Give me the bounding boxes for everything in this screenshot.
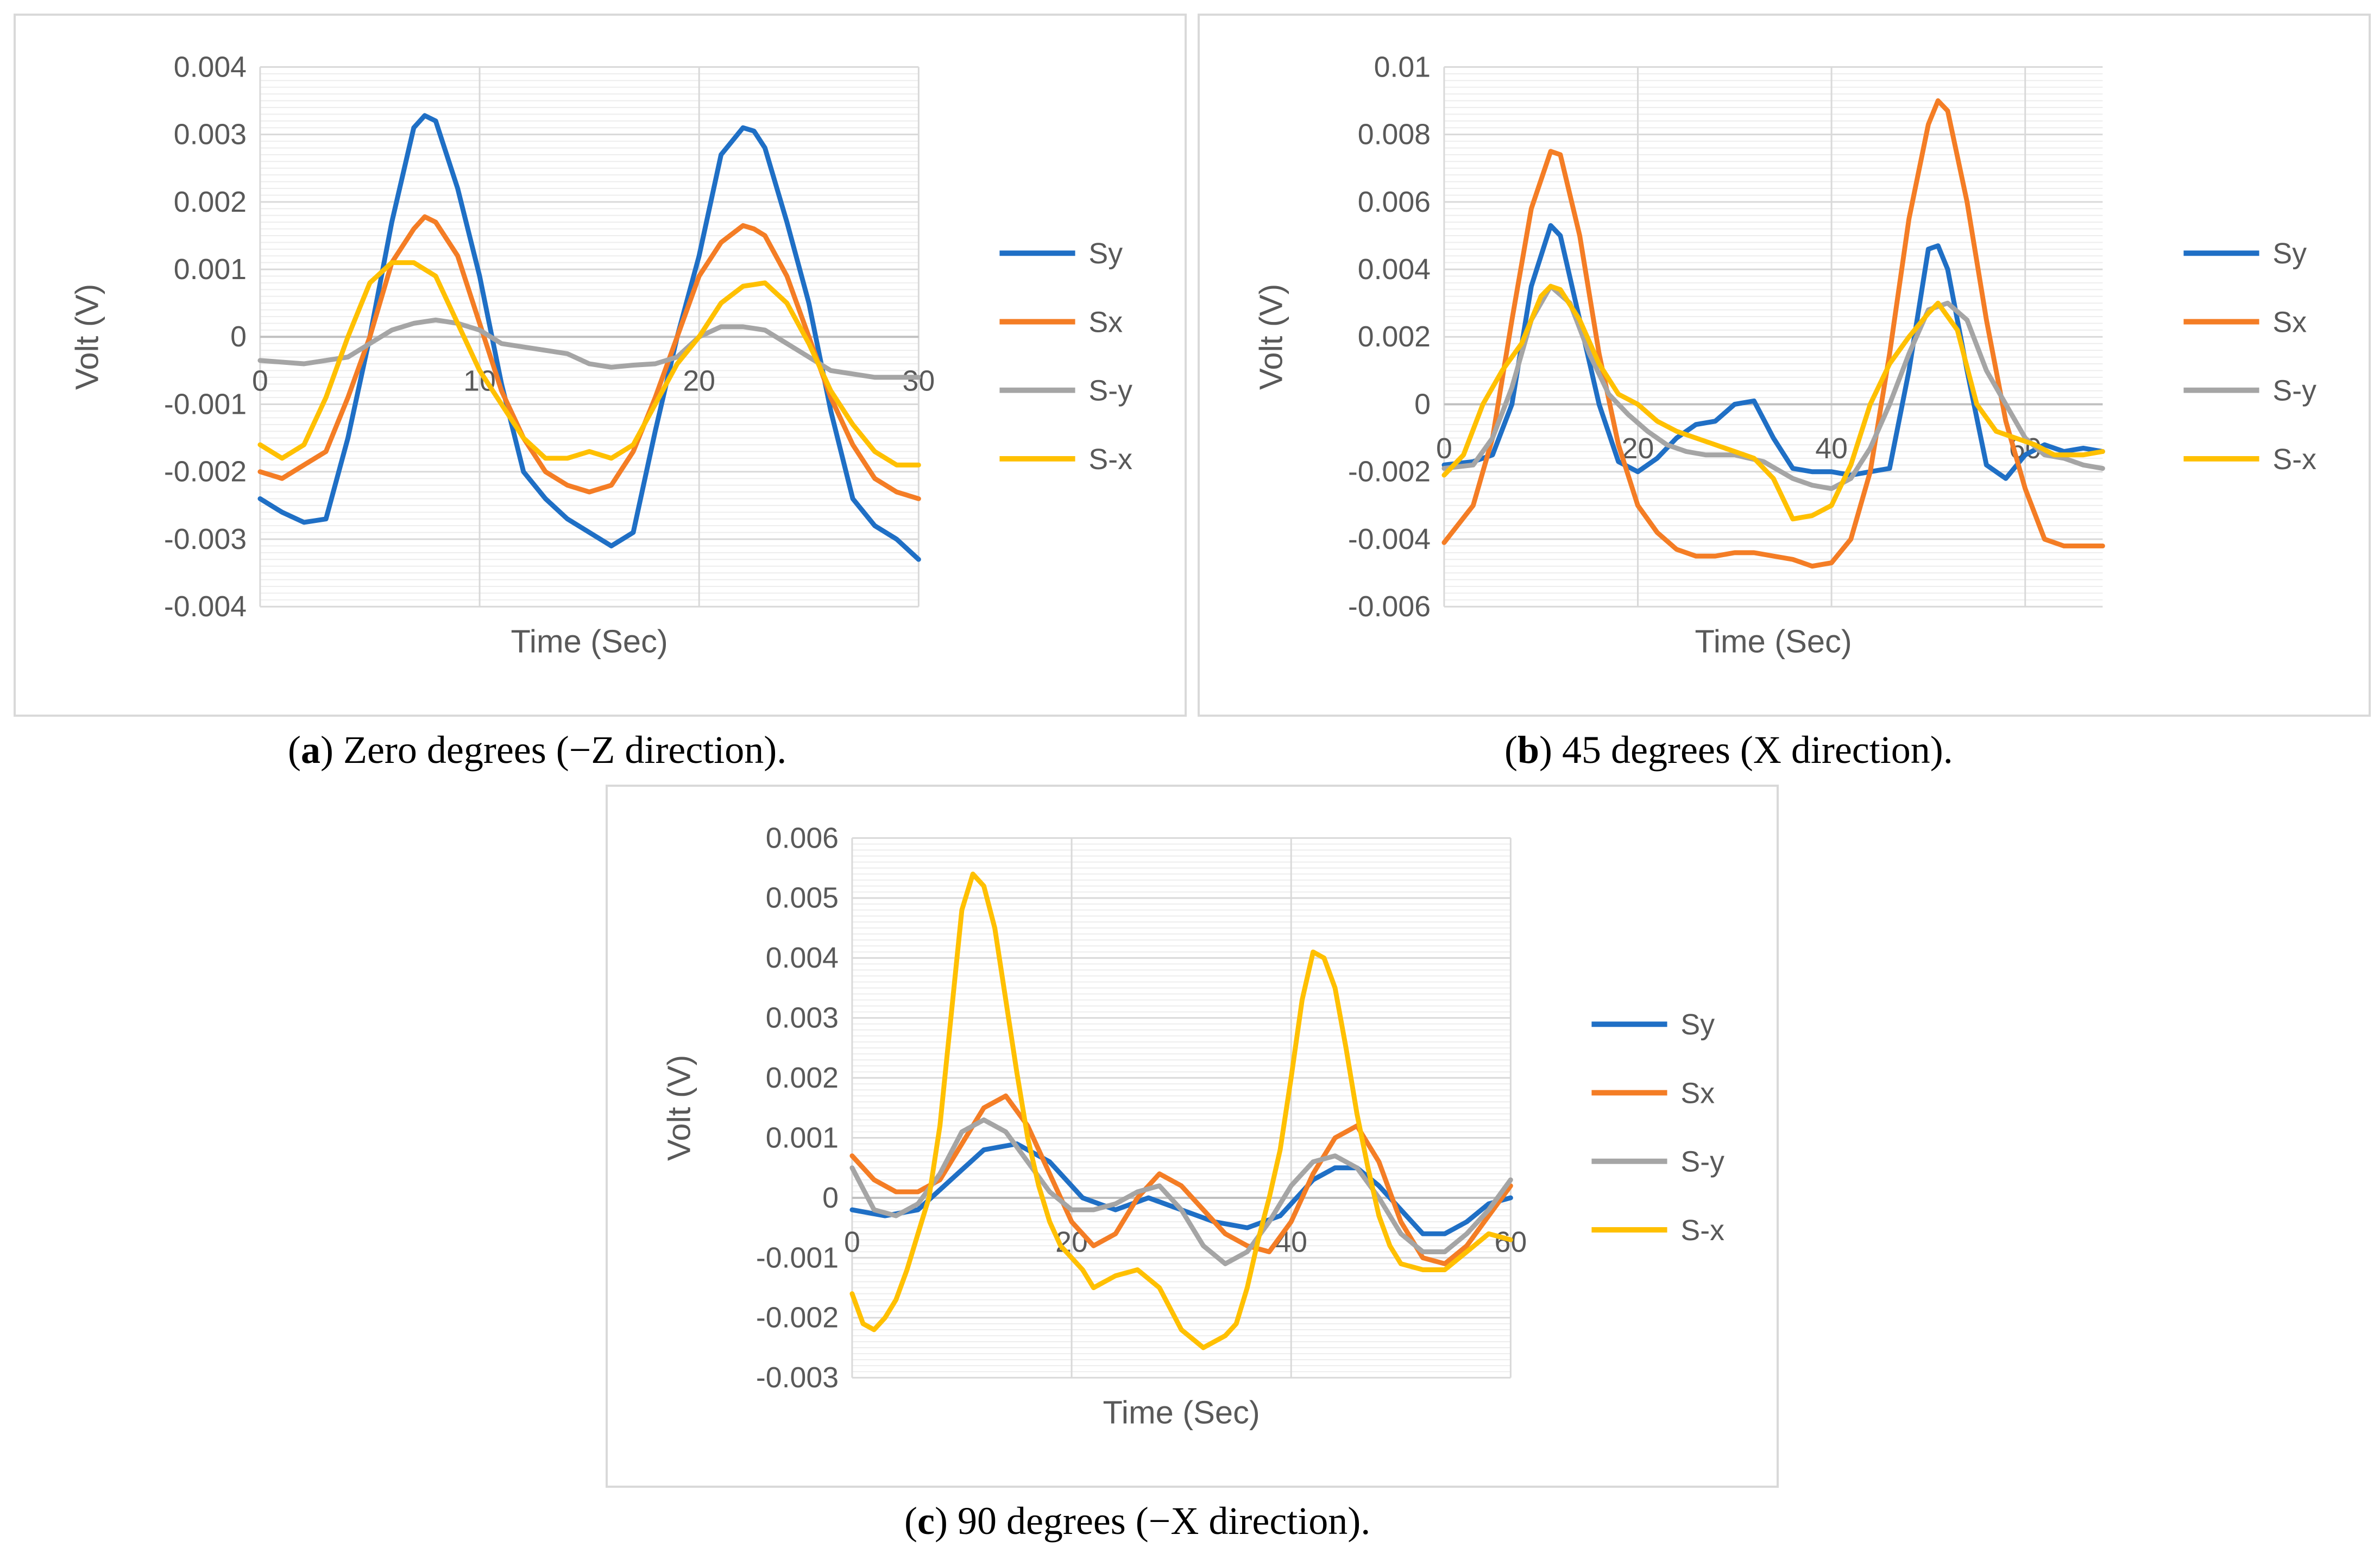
y-tick-label: -0.002: [1348, 456, 1431, 488]
legend-label-S-y: S-y: [1088, 375, 1132, 407]
series-line-S-x: [1441, 283, 2105, 522]
legend-label-S-x: S-x: [1088, 443, 1132, 476]
series-line-S-x: [849, 871, 1513, 1350]
series-line-Sx: [1441, 98, 2105, 569]
caption-c-text: 90 degrees (−X direction).: [957, 1499, 1371, 1543]
y-tick-label: 0.003: [766, 1002, 839, 1034]
legend-label-Sx: Sx: [1680, 1077, 1715, 1109]
caption-a-label: a: [300, 728, 320, 772]
legend-label-Sx: Sx: [1088, 306, 1123, 338]
chart-b-svg: -0.006-0.004-0.00200.0020.0040.0060.0080…: [1253, 50, 2316, 660]
chart-c-svg: -0.003-0.002-0.00100.0010.0020.0030.0040…: [661, 822, 1724, 1431]
y-tick-label: 0.004: [174, 50, 247, 83]
chart-a-svg: -0.004-0.003-0.002-0.00100.0010.0020.003…: [69, 50, 1132, 660]
y-tick-label: 0.004: [766, 942, 839, 974]
y-tick-label: 0.006: [766, 822, 839, 854]
series-line-S-y: [1441, 283, 2105, 491]
legend-label-S-y: S-y: [1680, 1146, 1724, 1178]
y-tick-label: -0.006: [1348, 590, 1431, 623]
y-tick-label: 0.002: [766, 1062, 839, 1094]
x-tick-label: 40: [1815, 432, 1848, 465]
y-tick-label: -0.003: [756, 1361, 839, 1394]
y-tick-label: 0.01: [1374, 50, 1431, 83]
y-tick-label: -0.001: [164, 388, 247, 420]
chart-panel-a: -0.004 -0.003 -0.002 -0.001 0 0.001 0.002 0.003…: [14, 14, 1187, 717]
x-axis-title: Time (Sec): [511, 623, 668, 660]
legend-label-S-y: S-y: [2272, 375, 2316, 407]
y-tick-label: -0.003: [164, 523, 247, 555]
y-tick-label: 0.008: [1358, 118, 1431, 151]
y-tick-label: 0.001: [766, 1121, 839, 1154]
caption-c-label: c: [917, 1499, 935, 1543]
y-tick-label: -0.004: [1348, 523, 1431, 555]
legend-label-S-x: S-x: [1680, 1214, 1724, 1247]
legend-label-Sx: Sx: [2272, 306, 2307, 338]
series-line-Sx: [257, 214, 921, 501]
y-tick-label: 0.002: [174, 186, 247, 218]
y-axis-title: Volt (V): [661, 1055, 697, 1161]
y-axis-title: Volt (V): [69, 284, 105, 390]
y-tick-label: -0.004: [164, 590, 247, 623]
x-tick-label: 40: [1275, 1226, 1307, 1258]
series-line-S-y: [849, 1117, 1513, 1266]
y-tick-label: -0.001: [756, 1241, 839, 1274]
x-tick-label: 0: [844, 1226, 860, 1258]
y-tick-label: 0.002: [1358, 320, 1431, 353]
x-tick-label: 30: [903, 365, 935, 397]
caption-a-text: Zero degrees (−Z direction).: [343, 728, 787, 772]
y-tick-label: 0: [822, 1182, 839, 1214]
series-line-Sy: [1441, 223, 2105, 481]
legend-label-Sy: Sy: [1680, 1008, 1715, 1041]
chart-panel-b: -0.006 -0.004 -0.002 0 0.002 0.004 0.006 0.008 0…: [1198, 14, 2371, 717]
legend-label-S-x: S-x: [2272, 443, 2316, 476]
legend-label-Sy: Sy: [1088, 237, 1123, 270]
x-tick-label: 0: [1436, 432, 1452, 465]
y-tick-label: 0: [230, 320, 247, 353]
series-line-Sx: [849, 1093, 1513, 1266]
x-axis-title: Time (Sec): [1103, 1394, 1260, 1431]
caption-b-label: b: [1517, 728, 1540, 772]
x-tick-label: 0: [252, 365, 268, 397]
y-tick-label: 0.006: [1358, 186, 1431, 218]
series-line-S-x: [257, 260, 921, 468]
y-tick-label: 0.004: [1358, 253, 1431, 286]
y-tick-label: -0.002: [756, 1302, 839, 1334]
chart-panel-c: -0.003 -0.002 -0.001 0 0.001 0.002 0.003 0.004 0…: [606, 785, 1779, 1488]
series-line-Sy: [257, 113, 921, 562]
x-tick-label: 20: [683, 365, 715, 397]
y-axis-title: Volt (V): [1253, 284, 1289, 390]
y-tick-label: 0.005: [766, 882, 839, 914]
y-tick-label: 0.003: [174, 118, 247, 151]
series-line-Sy: [849, 1141, 1513, 1236]
caption-a: (a) Zero degrees (−Z direction).: [288, 728, 787, 772]
legend-label-Sy: Sy: [2272, 237, 2307, 270]
x-tick-label: 20: [1622, 432, 1654, 465]
y-tick-label: 0: [1414, 388, 1431, 420]
x-axis-title: Time (Sec): [1695, 623, 1852, 660]
caption-b: (b) 45 degrees (X direction).: [1504, 728, 1953, 772]
y-tick-label: 0.001: [174, 253, 247, 286]
caption-c: (c) 90 degrees (−X direction).: [904, 1499, 1371, 1543]
y-tick-label: -0.002: [164, 456, 247, 488]
caption-b-text: 45 degrees (X direction).: [1562, 728, 1953, 772]
